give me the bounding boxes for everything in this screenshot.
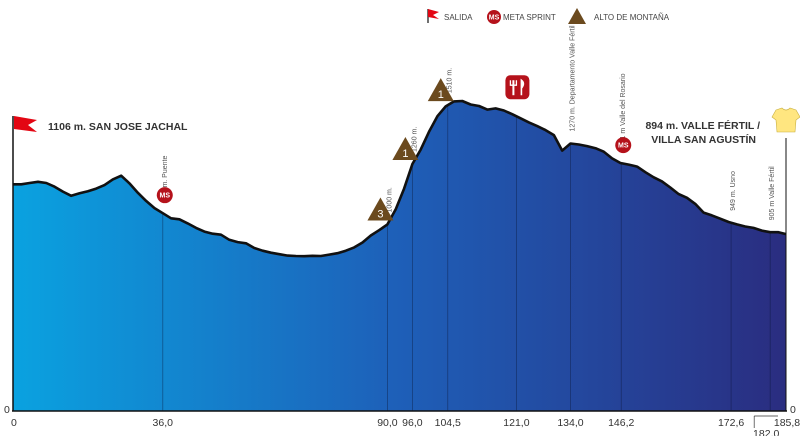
- legend-climb-label: ALTO DE MONTAÑA: [594, 13, 670, 22]
- x-tick-label: 90,0: [377, 417, 398, 429]
- finish-label-line1: 894 m. VALLE FÉRTIL /: [645, 119, 760, 132]
- feed-zone-icon: [505, 75, 530, 100]
- profile-outline: [13, 99, 787, 258]
- waypoint-label: 1000 m.: [386, 187, 393, 212]
- legend-climb-icon: [568, 8, 586, 24]
- x-tick-label: 36,0: [153, 417, 174, 429]
- start-flag-icon: [12, 116, 37, 138]
- legend-start-label: SALIDA: [444, 13, 473, 22]
- climb-category-label: 3: [377, 208, 383, 220]
- y-axis-zero-label: 0: [4, 404, 10, 416]
- waypoint-label: 995 m. Puente: [162, 156, 169, 202]
- x-tick-label: 104,5: [435, 417, 461, 429]
- sprint-marker-icon: MS: [156, 187, 173, 204]
- sprint-markers: MS MS: [156, 137, 632, 204]
- waypoint-label: 1260 m.: [411, 127, 418, 152]
- waypoint-label: 905 m Valle Fértil: [769, 166, 776, 220]
- x-tick-label: 172,6: [718, 417, 744, 429]
- waypoint-labels: 995 m. Puente 1000 m. 1260 m. 1510 m. 1270 m…: [162, 25, 776, 220]
- climb-markers: 3 1 1: [367, 78, 454, 221]
- waypoint-label: 949 m. Usno: [730, 171, 737, 211]
- waypoint-lines: [162, 105, 771, 411]
- sprint-badge-label: MS: [160, 193, 171, 200]
- x-tick-label: 121,0: [503, 417, 529, 429]
- legend-sprint-label: META SPRINT: [503, 13, 556, 22]
- y-axis-zero-label-right: 0: [790, 404, 796, 416]
- x-tick-label: 134,0: [557, 417, 583, 429]
- svg-text:MS: MS: [489, 15, 500, 22]
- climb-category-label: 1: [402, 148, 408, 160]
- waypoint-label: 1201 m Valle del Rosario: [620, 73, 627, 151]
- x-tick-label: 146,2: [608, 417, 634, 429]
- legend-sprint-badge-icon: MS: [487, 10, 501, 24]
- waypoint-label: 1270 m. Departamento Valle Fértil: [569, 25, 576, 132]
- finish-label-line2: VILLA SAN AGUSTÍN: [651, 133, 756, 146]
- profile-area: [13, 101, 786, 411]
- climb-category-label: 1: [438, 89, 444, 101]
- sprint-badge-label: MS: [618, 143, 629, 150]
- waypoint-label: 1510 m.: [447, 68, 454, 93]
- legend: SALIDA MS META SPRINT ALTO DE MONTAÑA: [427, 8, 670, 24]
- finish-jersey-icon: [771, 107, 800, 133]
- x-tick-label: 96,0: [402, 417, 423, 429]
- x-tick-label: 185,8: [774, 417, 800, 429]
- climb-marker-icon: 1: [392, 136, 419, 160]
- climb-marker-icon: 3: [367, 197, 394, 221]
- feed-zone-marker: [505, 75, 530, 100]
- start-label: 1106 m. SAN JOSE JACHAL: [48, 121, 188, 133]
- x-tick-label: 0: [11, 417, 17, 429]
- legend-start-flag-icon: [427, 9, 439, 23]
- x-axis-ticks: 0 36,0 90,0 96,0 104,5 121,0 134,0 146,2 172,6 18…: [11, 415, 800, 436]
- sprint-marker-icon: MS: [615, 137, 632, 154]
- x-tick-label: 182,0: [753, 428, 779, 436]
- climb-marker-icon: 1: [427, 78, 454, 102]
